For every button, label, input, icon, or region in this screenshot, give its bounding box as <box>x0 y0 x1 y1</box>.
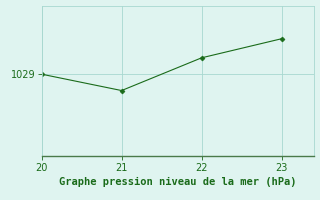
X-axis label: Graphe pression niveau de la mer (hPa): Graphe pression niveau de la mer (hPa) <box>59 177 296 187</box>
